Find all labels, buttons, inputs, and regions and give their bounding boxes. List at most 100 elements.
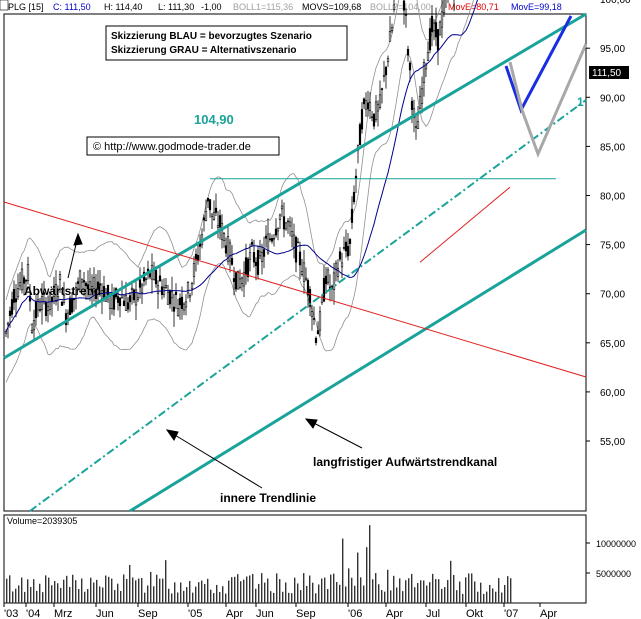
- time-tick-label: Apr: [226, 608, 243, 619]
- header-boll2: BOLL2=104,00: [370, 2, 431, 12]
- volume-bar: [384, 591, 386, 603]
- price-candle: [340, 262, 344, 268]
- arrow-innere-trendlinie: [169, 431, 263, 489]
- header-symbol-box: [0, 0, 9, 11]
- price-candle: [362, 98, 366, 105]
- price-candle: [254, 261, 258, 267]
- price-candle: [146, 268, 150, 272]
- price-candle: [384, 66, 388, 76]
- bollinger-lower: [5, 0, 474, 383]
- price-candle: [318, 311, 322, 331]
- price-tick-label: 60,00: [600, 388, 625, 399]
- price-candle: [358, 124, 362, 146]
- price-tick-label: 75,00: [600, 241, 625, 252]
- volume-bar: [270, 591, 272, 603]
- price-candle: [32, 320, 36, 331]
- volume-bar: [387, 569, 389, 603]
- abwaertstrend-label: Abwärtstrend: [24, 284, 101, 298]
- price-candle: [74, 287, 78, 296]
- volume-bar: [435, 579, 437, 603]
- volume-bar: [177, 592, 179, 603]
- price-candle: [240, 277, 244, 284]
- price-candle: [166, 291, 170, 305]
- price-candle: [360, 109, 364, 130]
- volume-bar: [318, 584, 320, 603]
- price-candle: [236, 270, 240, 290]
- header-low: L: 111,30: [158, 2, 194, 12]
- volume-bar: [423, 580, 425, 603]
- volume-bar: [117, 583, 119, 603]
- price-candle: [428, 28, 432, 51]
- volume-bar: [9, 575, 11, 603]
- volume-bar: [495, 591, 497, 603]
- volume-bar: [306, 585, 308, 603]
- volume-tick-label: 10000000: [596, 539, 636, 549]
- aufwaertstrendkanal-label: langfristiger Aufwärtstrendkanal: [313, 455, 497, 469]
- price-candle: [10, 299, 14, 315]
- price-candle: [336, 267, 340, 277]
- price-candle: [432, 22, 436, 32]
- price-candle: [250, 242, 254, 245]
- volume-bar: [381, 590, 383, 603]
- scenario-legend-blue: Skizzierung BLAU = bevorzugtes Szenario: [111, 31, 312, 42]
- price-candle: [244, 257, 248, 275]
- volume-bar: [60, 587, 62, 603]
- price-candle: [364, 100, 368, 110]
- volume-bar: [243, 579, 245, 603]
- volume-bar: [255, 588, 257, 603]
- volume-bar: [504, 584, 506, 603]
- price-candle: [392, 4, 396, 10]
- price-candle: [188, 295, 192, 298]
- volume-bar: [249, 575, 251, 603]
- time-tick-label: Jun: [96, 608, 114, 619]
- price-candle: [70, 298, 74, 313]
- price-candle: [96, 281, 100, 289]
- price-candle: [126, 302, 130, 310]
- price-candle: [174, 291, 178, 295]
- volume-bar: [432, 573, 434, 603]
- time-tick-label: Jun: [256, 608, 274, 619]
- price-candle: [138, 279, 142, 288]
- volume-bar: [63, 579, 65, 603]
- price-candle: [108, 295, 112, 309]
- volume-bar: [411, 573, 413, 603]
- volume-bar: [21, 577, 23, 603]
- arrow-aufwaertstrendkanal-head: [304, 418, 318, 429]
- downtrend-line: [3, 201, 587, 378]
- volume-bar: [354, 585, 356, 603]
- volume-bar: [324, 577, 326, 603]
- volume-bar: [417, 582, 419, 603]
- price-candle: [316, 330, 320, 335]
- price-candle: [100, 290, 104, 299]
- volume-bar: [159, 578, 161, 603]
- volume-bar: [294, 577, 296, 603]
- volume-bar: [234, 576, 236, 603]
- price-candle: [182, 303, 186, 311]
- volume-bar: [408, 578, 410, 603]
- header-symbol: PLG [15]: [8, 2, 44, 12]
- volume-bar: [132, 577, 134, 603]
- volume-bar: [57, 583, 59, 603]
- volume-bar: [261, 573, 263, 603]
- volume-bar: [33, 579, 35, 603]
- price-candle: [434, 22, 438, 38]
- volume-bars: [6, 525, 512, 603]
- volume-bar: [441, 588, 443, 603]
- price-candle: [94, 289, 98, 299]
- price-candle: [218, 215, 222, 228]
- volume-bar: [138, 578, 140, 603]
- volume-bar: [171, 593, 173, 603]
- volume-bar: [123, 574, 125, 603]
- price-candle: [304, 277, 308, 281]
- price-candle: [272, 238, 276, 240]
- price-candle: [378, 94, 382, 108]
- volume-bar: [501, 592, 503, 603]
- inner-trend-line: [29, 99, 587, 512]
- price-candle: [390, 27, 394, 31]
- volume-bar: [429, 582, 431, 603]
- volume-bar: [222, 586, 224, 603]
- volume-bar: [474, 581, 476, 603]
- header-boll1: BOLL1=115,36: [233, 2, 293, 12]
- price-candle: [382, 74, 386, 77]
- price-candle: [22, 277, 26, 284]
